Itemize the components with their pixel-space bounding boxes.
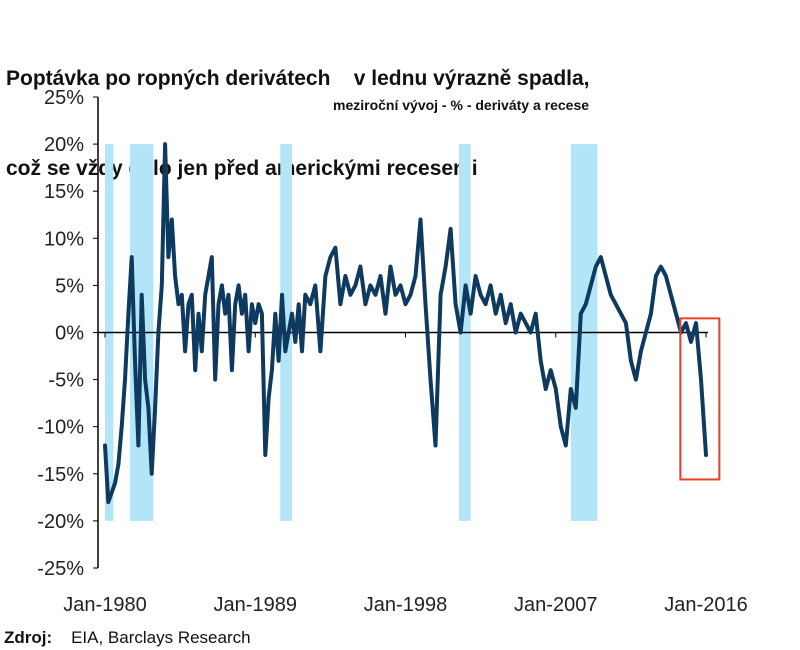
x-tick-label: Jan-2007 bbox=[514, 594, 597, 616]
y-tick-label: -10% bbox=[37, 417, 84, 439]
series-layer bbox=[103, 142, 708, 505]
y-tick-label: -25% bbox=[37, 558, 84, 580]
source-label: Zdroj: bbox=[4, 628, 53, 647]
y-tick-label: 25% bbox=[44, 87, 84, 109]
source-text: EIA, Barclays Research bbox=[71, 628, 251, 647]
chart-axes: 25% 20% 15% 10% 5% 0% -5% -10% -15% -20% -25% Jan-1… bbox=[37, 87, 747, 616]
y-tick-label: 5% bbox=[55, 275, 84, 297]
y-tick-label: 20% bbox=[44, 134, 84, 156]
y-tick-label: -15% bbox=[37, 464, 84, 486]
x-tick-label: Jan-1989 bbox=[214, 594, 297, 616]
highlight-box bbox=[679, 317, 721, 481]
y-tick-label: -20% bbox=[37, 511, 84, 533]
y-tick-label: 10% bbox=[44, 228, 84, 250]
y-tick-label: 0% bbox=[55, 323, 84, 345]
chart-title-line-1: Poptávka po ropných derivátech v lednu v… bbox=[6, 67, 590, 90]
y-tick-label: 15% bbox=[44, 181, 84, 203]
x-tick-label: Jan-1980 bbox=[63, 594, 146, 616]
highlight-layer bbox=[679, 317, 721, 481]
chart-annotation: meziroční vývoj - % - deriváty a recese bbox=[333, 97, 589, 113]
series-line-derivatives-demand bbox=[103, 142, 708, 505]
y-tick-label: -5% bbox=[48, 370, 84, 392]
source-note: Zdroj: EIA, Barclays Research bbox=[4, 628, 251, 648]
x-tick-label: Jan-1998 bbox=[364, 594, 447, 616]
x-tick-label: Jan-2016 bbox=[664, 594, 747, 616]
